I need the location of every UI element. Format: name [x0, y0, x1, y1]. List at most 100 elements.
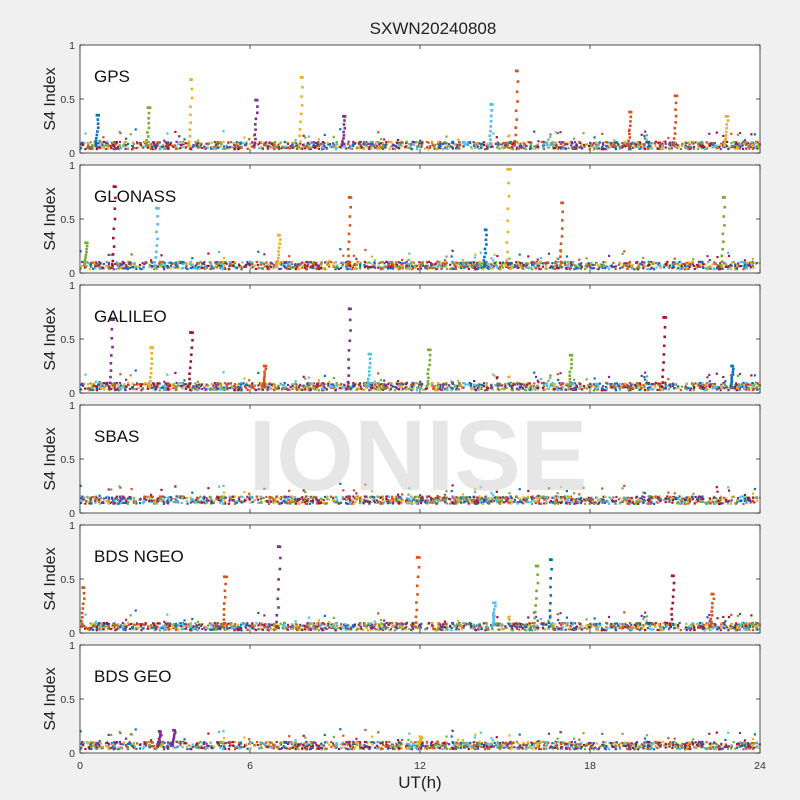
baseline-point — [433, 386, 436, 389]
baseline-point — [284, 264, 287, 267]
baseline-point — [595, 382, 598, 385]
baseline-point — [315, 496, 318, 499]
baseline-point — [739, 143, 742, 146]
baseline-point — [745, 381, 748, 385]
baseline-point — [555, 144, 558, 147]
baseline-point — [454, 267, 457, 271]
baseline-point — [426, 146, 429, 149]
baseline-point — [130, 262, 133, 265]
baseline-point — [757, 387, 760, 390]
baseline-point — [605, 388, 608, 391]
baseline-point — [245, 265, 248, 269]
baseline-point — [636, 264, 639, 267]
spike-point — [109, 369, 113, 372]
baseline-point — [691, 498, 694, 501]
spike-point — [83, 261, 86, 264]
baseline-point — [391, 147, 394, 150]
baseline-point — [348, 147, 351, 150]
baseline-point — [143, 262, 146, 266]
spike-point — [110, 337, 114, 340]
baseline-point — [352, 381, 355, 385]
baseline-point — [594, 141, 597, 144]
baseline-point — [442, 142, 445, 145]
baseline-point — [686, 145, 689, 149]
spike-point — [96, 118, 100, 121]
baseline-point — [546, 143, 549, 146]
baseline-point — [118, 381, 122, 385]
baseline-point — [650, 266, 653, 269]
baseline-point — [709, 267, 712, 270]
baseline-point — [644, 371, 647, 374]
baseline-point — [713, 383, 716, 386]
baseline-point — [328, 143, 331, 146]
baseline-point — [544, 265, 548, 268]
baseline-point — [118, 385, 121, 388]
baseline-point — [162, 145, 165, 148]
spike-point — [491, 103, 494, 106]
baseline-point — [666, 495, 669, 498]
baseline-point — [90, 147, 93, 150]
spike-point — [188, 366, 192, 370]
baseline-point — [388, 261, 391, 264]
baseline-point — [313, 385, 316, 388]
baseline-point — [218, 266, 222, 269]
plot-background — [80, 45, 760, 153]
y-tick-label: 0 — [69, 148, 75, 160]
baseline-point — [533, 265, 536, 268]
baseline-point — [742, 147, 745, 150]
spike-point — [95, 137, 98, 140]
baseline-point — [609, 386, 612, 389]
baseline-point — [119, 147, 122, 150]
baseline-point — [184, 262, 187, 265]
baseline-point — [756, 141, 759, 144]
baseline-point — [702, 384, 705, 387]
baseline-point — [257, 384, 260, 387]
baseline-point — [260, 267, 263, 270]
baseline-point — [446, 145, 449, 148]
baseline-point — [219, 382, 222, 385]
baseline-point — [599, 263, 602, 266]
spike-point — [427, 376, 430, 380]
baseline-point — [711, 387, 714, 390]
baseline-point — [564, 260, 567, 263]
baseline-point — [264, 500, 267, 503]
baseline-point — [386, 386, 389, 389]
spike-point — [570, 366, 573, 370]
spike-point — [628, 132, 631, 136]
baseline-point — [643, 144, 646, 147]
baseline-point — [266, 265, 269, 268]
baseline-point — [216, 261, 219, 264]
baseline-point — [239, 141, 243, 144]
baseline-point — [385, 143, 388, 146]
spike-point — [561, 210, 564, 214]
baseline-point — [415, 141, 418, 144]
baseline-point — [193, 500, 196, 503]
baseline-point — [455, 263, 458, 266]
baseline-point — [695, 141, 698, 144]
baseline-point — [489, 145, 492, 148]
baseline-point — [515, 140, 518, 143]
baseline-point — [258, 382, 261, 385]
baseline-point — [95, 261, 98, 264]
baseline-point — [384, 144, 387, 147]
baseline-point — [316, 265, 319, 268]
baseline-point — [301, 384, 304, 387]
baseline-point — [174, 266, 177, 269]
baseline-point — [319, 267, 323, 270]
baseline-point — [408, 388, 411, 391]
baseline-point — [747, 145, 750, 149]
spike-point — [113, 207, 117, 210]
baseline-point — [480, 265, 483, 268]
baseline-point — [647, 388, 650, 392]
baseline-point — [707, 382, 710, 385]
baseline-point — [283, 381, 286, 385]
spike-point — [109, 375, 112, 379]
baseline-point — [197, 383, 201, 386]
baseline-point — [107, 147, 110, 150]
baseline-point — [382, 141, 385, 145]
baseline-point — [587, 262, 590, 265]
baseline-point — [493, 253, 496, 256]
baseline-point — [352, 254, 355, 257]
baseline-point — [608, 268, 611, 271]
